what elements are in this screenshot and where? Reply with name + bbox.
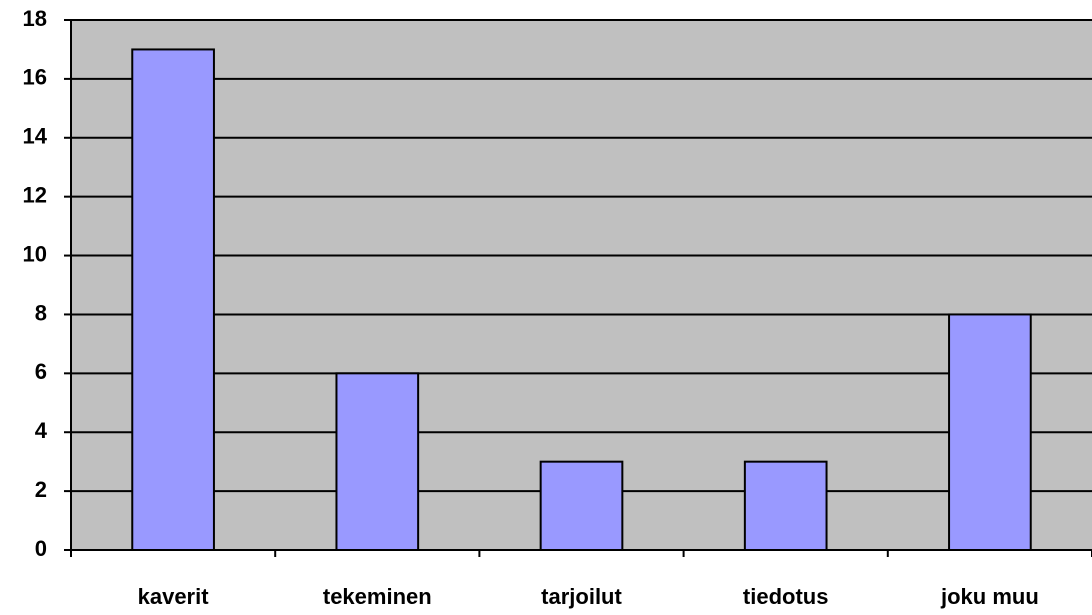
bar — [743, 460, 828, 551]
y-tick-label: 12 — [23, 182, 47, 207]
y-tick-label: 6 — [35, 359, 47, 384]
bar — [335, 372, 420, 552]
y-tick-label: 4 — [35, 418, 48, 443]
x-tick-label: tiedotus — [743, 584, 829, 609]
x-tick-label: tekeminen — [323, 584, 432, 609]
y-tick-label: 10 — [23, 241, 47, 266]
x-tick-label: joku muu — [940, 584, 1039, 609]
y-tick-label: 0 — [35, 536, 47, 561]
y-tick-label: 14 — [23, 124, 48, 149]
bar — [948, 313, 1032, 552]
bar — [539, 460, 624, 551]
y-tick-label: 8 — [35, 300, 47, 325]
x-tick-label: tarjoilut — [541, 584, 622, 609]
y-tick-label: 18 — [23, 6, 47, 31]
x-tick-label: kaverit — [138, 584, 210, 609]
y-tick-label: 2 — [35, 477, 47, 502]
bar — [131, 48, 215, 551]
y-tick-label: 16 — [23, 65, 47, 90]
